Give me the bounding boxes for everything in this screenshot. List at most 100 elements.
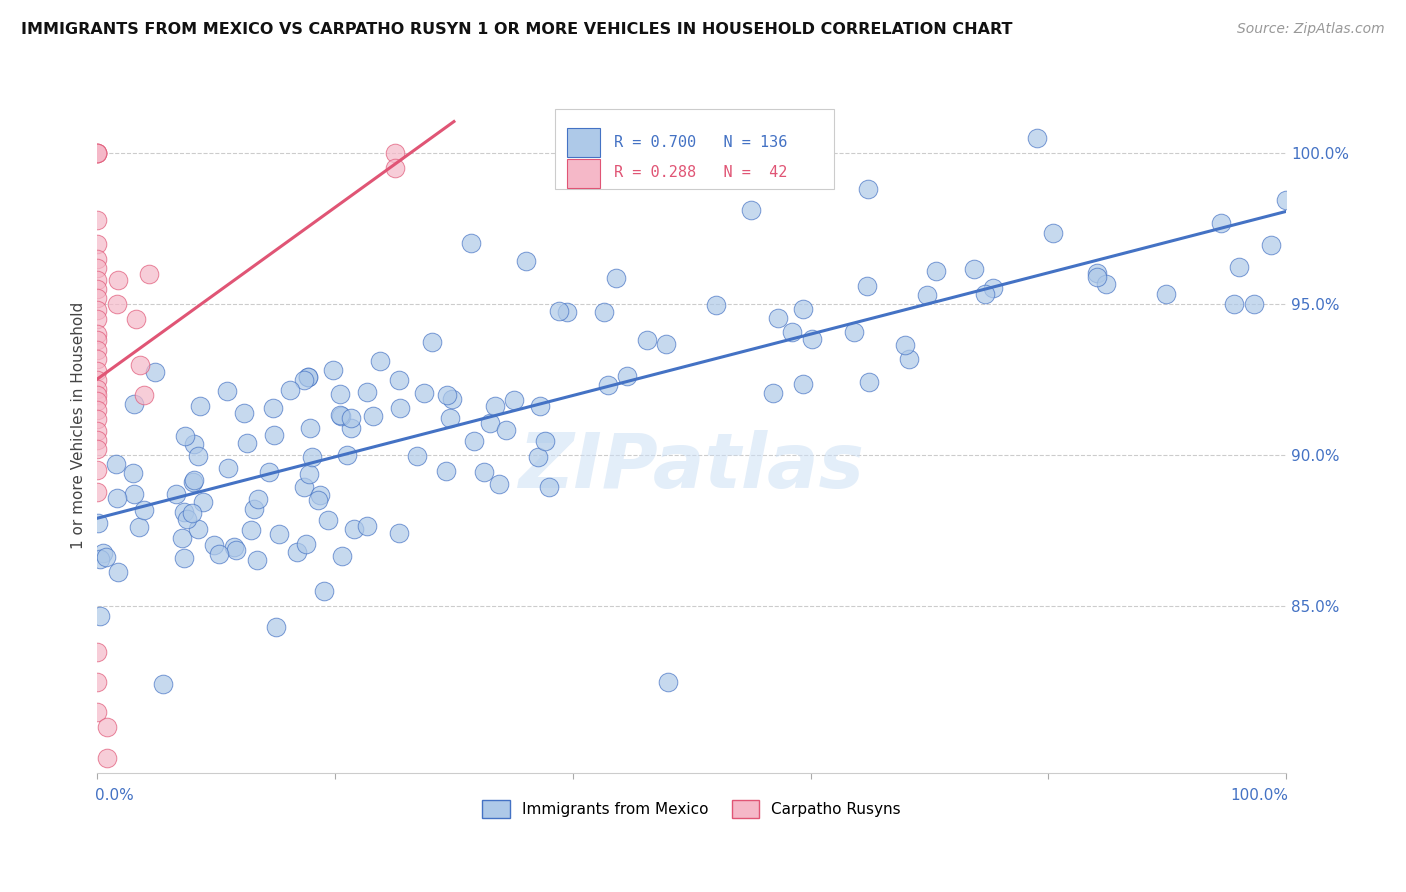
Point (86, 706, 108, 720)
Point (472, 465, 495, 479)
Point (86, 516, 108, 530)
Point (1243, 297, 1265, 311)
Point (105, 297, 128, 311)
Point (981, 281, 1004, 295)
Point (329, 387, 352, 401)
Point (86, 463, 108, 477)
Point (262, 401, 284, 415)
Point (856, 279, 879, 293)
Point (152, 677, 174, 691)
Point (592, 305, 614, 319)
Point (1042, 226, 1064, 240)
Point (292, 481, 315, 495)
Legend: Immigrants from Mexico, Carpatho Rusyns: Immigrants from Mexico, Carpatho Rusyns (477, 795, 907, 824)
Point (86, 282, 108, 296)
Point (548, 304, 571, 318)
Point (86, 424, 108, 438)
Point (309, 488, 332, 502)
Point (405, 450, 427, 464)
Point (138, 267, 160, 281)
Point (176, 511, 198, 525)
Point (86, 252, 108, 266)
Point (1154, 286, 1177, 301)
Point (122, 467, 145, 481)
Point (762, 385, 785, 400)
Point (132, 388, 155, 402)
Point (363, 409, 385, 424)
Point (89, 552, 111, 566)
Point (295, 537, 318, 551)
Point (86, 442, 108, 457)
Point (1260, 238, 1282, 252)
Point (86, 343, 108, 357)
Point (86, 146, 108, 161)
Point (314, 584, 336, 599)
Point (439, 411, 461, 425)
Point (321, 363, 343, 377)
Point (488, 476, 510, 491)
Point (298, 467, 321, 481)
Point (388, 372, 411, 386)
Point (105, 457, 128, 471)
Point (236, 435, 259, 450)
Point (460, 235, 482, 250)
Point (165, 487, 187, 501)
Point (86, 434, 108, 448)
Point (122, 397, 145, 411)
Point (246, 553, 269, 567)
Point (329, 408, 352, 422)
Point (1085, 269, 1108, 284)
Point (105, 491, 128, 505)
Point (766, 311, 789, 326)
Point (224, 540, 246, 554)
Point (86, 382, 108, 396)
Point (740, 203, 762, 218)
Point (301, 450, 323, 464)
Point (96, 720, 118, 734)
Text: 0.0%: 0.0% (96, 788, 134, 803)
Point (1085, 267, 1108, 281)
Point (527, 450, 550, 465)
Point (484, 400, 506, 414)
Point (264, 620, 287, 634)
Point (86, 236, 108, 251)
Point (436, 387, 458, 401)
Point (792, 301, 814, 316)
Point (86, 260, 108, 275)
Point (107, 566, 129, 580)
Point (86, 351, 108, 366)
Point (368, 353, 391, 368)
Point (190, 399, 212, 413)
Point (86, 273, 108, 287)
Point (143, 365, 166, 379)
Point (463, 434, 485, 449)
Point (86, 484, 108, 499)
Point (225, 543, 247, 558)
Point (257, 465, 280, 479)
Point (187, 522, 209, 536)
Point (420, 335, 443, 350)
Point (336, 448, 359, 462)
Point (297, 369, 319, 384)
Point (297, 370, 319, 384)
Point (657, 675, 679, 690)
Point (339, 411, 361, 425)
Point (596, 377, 619, 392)
Point (129, 358, 152, 372)
Point (388, 401, 411, 416)
Point (704, 298, 727, 312)
Point (128, 520, 150, 534)
Point (973, 287, 995, 301)
Point (107, 273, 129, 287)
Point (534, 434, 557, 448)
Point (917, 288, 939, 302)
Point (86, 388, 108, 402)
Point (780, 325, 803, 339)
Point (538, 480, 561, 494)
Point (173, 505, 195, 519)
Point (502, 392, 524, 407)
Point (1223, 297, 1246, 311)
Point (193, 495, 215, 509)
Text: ZIPatlas: ZIPatlas (519, 430, 865, 504)
Point (278, 384, 301, 398)
